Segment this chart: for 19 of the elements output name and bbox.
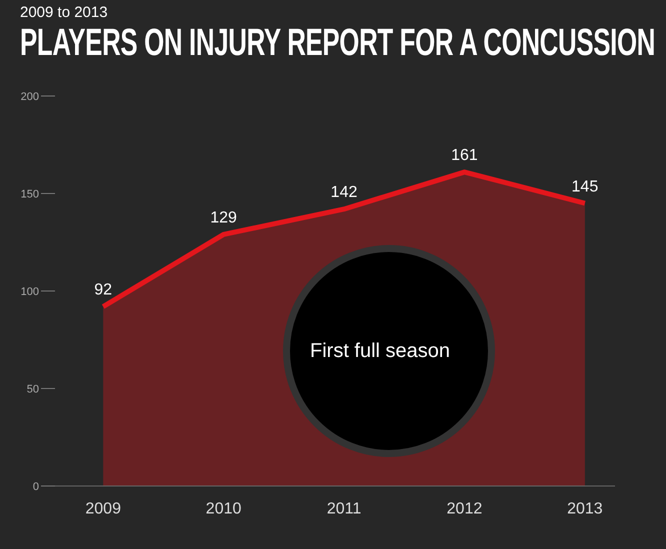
data-label: 161: [451, 147, 478, 164]
y-tick-label: 150: [20, 188, 39, 200]
data-label: 142: [330, 184, 358, 202]
data-label: 92: [94, 282, 112, 299]
data-label: 129: [210, 209, 238, 226]
x-tick-label: 2009: [85, 500, 122, 518]
y-tick-label: 200: [20, 90, 39, 103]
x-tick-label: 2010: [206, 500, 242, 518]
chart-subtitle: 2009 to 2013: [20, 4, 108, 21]
speech-bubble: First full season: [283, 245, 495, 457]
y-tick-label: 50: [26, 383, 39, 396]
x-tick-label: 2011: [326, 500, 362, 518]
x-tick-label: 2013: [567, 500, 603, 518]
x-tick-label: 2012: [446, 500, 482, 518]
y-tick-label: 100: [20, 286, 39, 298]
chart-title: PLAYERS ON INJURY REPORT FOR A CONCUSSION: [20, 22, 656, 65]
annotation: First full season: [310, 338, 450, 364]
data-label: 145: [572, 178, 598, 196]
y-tick-label: 0: [32, 480, 39, 493]
